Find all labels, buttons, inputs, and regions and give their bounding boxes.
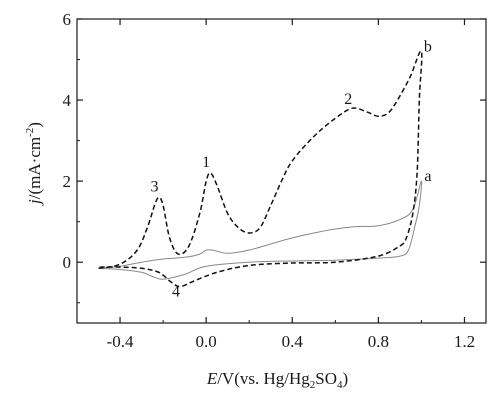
series-line-a	[98, 180, 423, 280]
y-tick-label: 0	[63, 253, 72, 272]
annotation-label: 4	[172, 284, 180, 301]
x-tick-label: 0.4	[282, 332, 304, 351]
x-tick-label: 0.0	[196, 332, 217, 351]
x-axis-label-end: )	[343, 369, 349, 388]
x-tick-label: -0.4	[107, 332, 134, 351]
y-tick-label: 4	[63, 91, 72, 110]
x-axis-label-mid: SO	[315, 369, 337, 388]
y-axis-label: j/(mA·cm-2)	[24, 122, 44, 206]
y-axis-label-rest: /(mA·cm	[25, 137, 44, 199]
annotation-label: 2	[344, 91, 352, 108]
y-axis-label-italic: j	[25, 199, 44, 206]
x-axis-label-rest: /V(vs. Hg/Hg	[217, 369, 310, 388]
x-axis-label-sub1: 2	[310, 379, 316, 391]
x-axis-label-sub2: 4	[337, 379, 343, 391]
axis-ticks: -0.4 0.0 0.4 0.8 1.2 0 2 4 6	[63, 10, 486, 351]
x-tick-label: 1.2	[454, 332, 475, 351]
series-layer	[98, 50, 423, 288]
y-axis-label-end: )	[25, 122, 44, 128]
annotation-label: 3	[150, 178, 158, 195]
y-tick-label: 2	[63, 172, 72, 191]
annotation-label: a	[424, 168, 431, 185]
y-axis-label-sup: -2	[24, 128, 36, 137]
series-line-b	[98, 50, 423, 288]
x-axis-label: E/V(vs. Hg/Hg2SO4)	[206, 369, 348, 391]
plot-frame	[76, 18, 487, 324]
x-axis-label-italic: E	[206, 369, 218, 388]
annotation-label: 1	[202, 154, 210, 171]
annotation-layer: a b 1 2 3 4	[150, 38, 431, 300]
y-tick-label: 6	[63, 10, 72, 29]
annotation-label: b	[424, 38, 432, 55]
x-tick-label: 0.8	[368, 332, 389, 351]
